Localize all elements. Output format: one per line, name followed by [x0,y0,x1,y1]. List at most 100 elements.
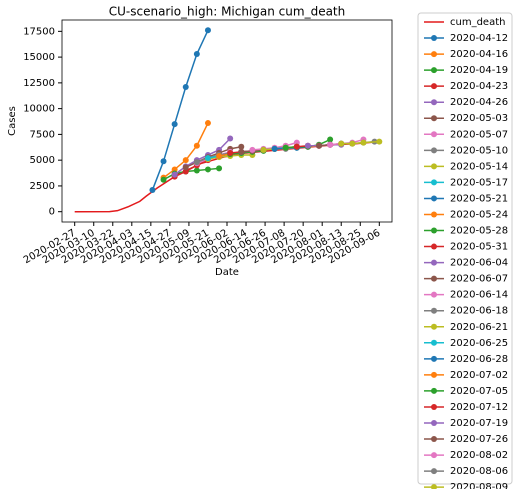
y-tick-label: 5000 [30,155,55,166]
point [338,140,345,147]
legend-label: 2020-05-07 [450,129,508,140]
point [149,187,156,194]
point [204,120,211,127]
legend-box [417,12,513,485]
legend-marker [431,99,437,106]
point [193,159,200,166]
legend-label: 2020-07-19 [450,418,508,429]
point [260,146,267,153]
y-tick-label: 10000 [23,104,55,115]
legend-label: 2020-05-28 [450,226,508,237]
point [249,146,256,153]
legend-label: 2020-08-09 [450,482,508,489]
legend-label: 2020-06-28 [450,354,508,365]
legend-marker [431,307,437,314]
legend-marker [431,403,437,410]
point [160,176,167,183]
point [216,153,223,160]
legend-marker [431,131,437,138]
y-tick-label: 12500 [23,78,55,89]
point [271,145,278,152]
legend-marker [431,323,437,330]
y-tick-label: 17500 [23,26,55,37]
point [193,142,200,149]
point [171,171,178,178]
point [193,51,200,58]
point [204,166,211,173]
legend-marker [431,83,437,90]
point [293,139,300,146]
legend-marker [431,51,437,58]
legend-label: 2020-06-14 [450,290,508,301]
legend-marker [431,259,437,266]
legend-label: 2020-06-25 [450,338,508,349]
legend-marker [431,227,437,234]
legend-label: 2020-04-16 [450,49,508,60]
point [227,149,234,156]
series-line [230,150,264,155]
legend-marker [431,355,437,362]
point [160,158,167,165]
y-tick-label: 2500 [30,181,55,192]
point [360,139,367,146]
point [238,148,245,155]
legend-label: 2020-05-14 [450,161,508,172]
chart-title: CU-scenario_high: Michigan cum_death [109,5,345,19]
legend-label: 2020-05-17 [450,177,508,188]
point [304,142,311,149]
point [216,165,223,172]
legend-marker [431,195,437,202]
legend-label: 2020-06-21 [450,322,508,333]
point [316,142,323,149]
legend-label: 2020-07-05 [450,386,508,397]
legend-label: 2020-04-26 [450,97,508,108]
point [182,164,189,171]
y-tick-label: 15000 [23,52,55,63]
legend-marker [431,115,437,122]
point [327,141,334,148]
series-line [151,29,209,191]
legend-label: 2020-06-18 [450,306,508,317]
legend-label: 2020-04-23 [450,81,508,92]
legend-label: 2020-07-12 [450,402,508,413]
y-tick-label: 0 [49,207,55,218]
legend-label: 2020-05-21 [450,193,508,204]
point [171,121,178,128]
legend-marker [431,291,437,298]
legend-label: 2020-05-24 [450,209,508,220]
point [193,167,200,174]
legend-label: 2020-07-26 [450,434,508,445]
legend-label: 2020-06-07 [450,274,508,285]
legend-label: 2020-05-10 [450,145,508,156]
plot-frame [61,19,393,223]
legend-marker [431,275,437,282]
point [238,143,245,150]
legend-marker [431,67,437,74]
legend-label: 2020-08-02 [450,450,508,461]
point [171,166,178,173]
legend-marker [431,163,437,170]
legend-marker [431,452,437,459]
legend-label: 2020-07-02 [450,370,508,381]
legend-marker [431,468,437,475]
legend-marker [431,339,437,346]
series-line [341,140,380,145]
y-axis-label: Cases [7,106,18,136]
legend-label: 2020-05-31 [450,242,508,253]
point [227,135,234,142]
legend-label: 2020-04-12 [450,33,508,44]
point [376,138,383,145]
legend-marker [431,243,437,250]
legend-marker [431,420,437,426]
point [204,155,211,162]
point [349,140,356,147]
legend-marker [431,179,437,186]
legend-marker [431,147,437,154]
point [204,27,211,34]
y-tick-label: 7500 [30,129,55,140]
point [182,83,189,90]
x-axis-label: Date [215,267,239,278]
legend-marker [431,211,437,218]
legend-label: cum_death [450,17,505,28]
